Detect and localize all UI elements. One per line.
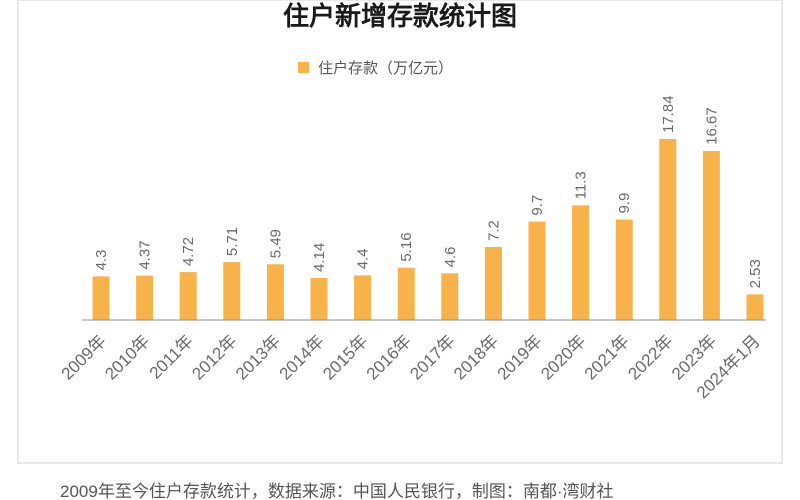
- bar-2: [179, 272, 197, 320]
- bar-12: [615, 219, 633, 320]
- value-label-9: 7.2: [485, 220, 502, 241]
- value-label-3: 5.71: [224, 227, 241, 256]
- bars: 4.3 4.37 4.72 5.71 5.49 4.14 4.4 5.16 4.6 7.2 9.7 1…: [92, 95, 764, 320]
- bar-7: [397, 267, 415, 320]
- chart-caption: 2009年至今住户存款统计，数据来源：中国人民银行，制图：南都·湾财社: [60, 482, 613, 500]
- bar-13: [659, 139, 677, 320]
- value-label-15: 2.53: [747, 259, 764, 288]
- chart-title: 住户新增存款统计图: [283, 1, 517, 31]
- bar-15: [746, 294, 764, 320]
- bar-5: [310, 277, 328, 320]
- value-label-11: 11.3: [573, 171, 590, 199]
- value-label-2: 4.72: [180, 237, 197, 266]
- bar-3: [223, 262, 241, 320]
- bar-4: [266, 264, 284, 320]
- value-label-13: 17.84: [660, 95, 677, 133]
- value-label-1: 4.37: [137, 240, 154, 269]
- value-label-4: 5.49: [267, 229, 284, 258]
- bar-14: [702, 150, 720, 320]
- value-label-8: 4.6: [442, 246, 459, 267]
- bar-11: [572, 205, 590, 320]
- value-label-6: 4.4: [355, 248, 372, 269]
- value-label-14: 16.67: [703, 107, 720, 145]
- legend: 住户存款（万亿元）: [298, 60, 453, 77]
- value-label-7: 5.16: [398, 232, 415, 261]
- bar-9: [484, 246, 502, 320]
- legend-label: 住户存款（万亿元）: [318, 60, 453, 77]
- bar-6: [354, 275, 372, 320]
- bar-1: [136, 275, 154, 320]
- bar-0: [92, 276, 110, 320]
- bar-8: [441, 273, 459, 320]
- bar-10: [528, 221, 546, 320]
- value-label-12: 9.9: [616, 193, 633, 214]
- legend-swatch: [298, 62, 309, 73]
- value-label-10: 9.7: [529, 195, 546, 216]
- chart-frame: [17, 0, 783, 464]
- value-label-5: 4.14: [311, 243, 328, 272]
- value-label-0: 4.3: [93, 250, 110, 271]
